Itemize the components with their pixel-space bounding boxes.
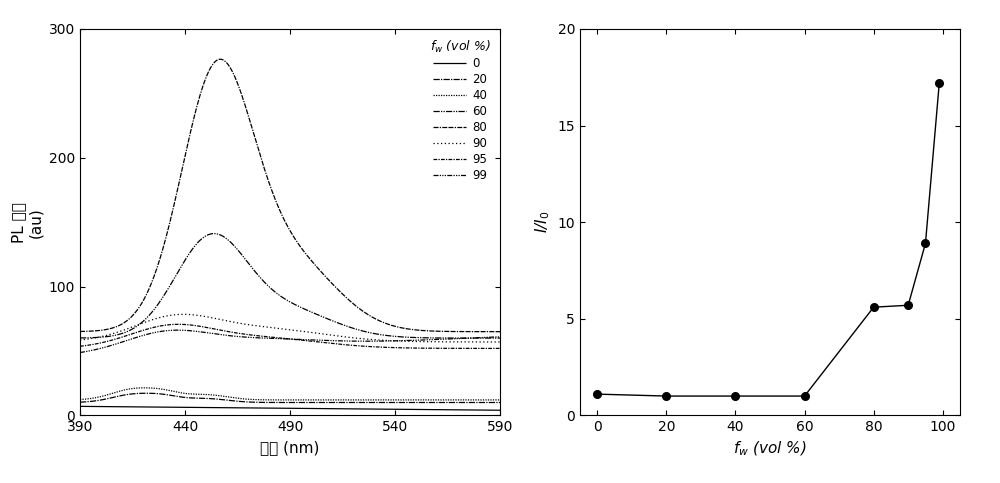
20 (74, 399, 86, 405)
80 (148, 273, 160, 279)
0 (354, 406, 366, 412)
95 (322, 340, 334, 346)
40 (392, 397, 404, 403)
0 (264, 405, 276, 411)
90 (148, 316, 160, 322)
Line: 95: 95 (80, 324, 500, 348)
0 (74, 403, 86, 409)
0 (182, 404, 194, 410)
60 (208, 231, 220, 237)
99 (265, 336, 277, 341)
20 (183, 395, 195, 401)
99 (74, 350, 86, 355)
60 (494, 335, 506, 341)
0 (390, 406, 402, 412)
95 (391, 345, 403, 351)
Y-axis label: $I$/$I_0$: $I$/$I_0$ (533, 211, 552, 233)
99 (322, 338, 334, 343)
95 (183, 322, 195, 327)
Line: 90: 90 (80, 314, 500, 342)
80 (494, 329, 506, 335)
40 (139, 385, 151, 391)
90 (265, 325, 277, 330)
90 (494, 339, 506, 345)
Legend: 0, 20, 40, 60, 80, 90, 95, 99: 0, 20, 40, 60, 80, 90, 95, 99 (426, 35, 494, 185)
80 (182, 140, 194, 146)
99 (494, 334, 506, 340)
80 (391, 324, 403, 330)
20 (322, 399, 334, 405)
40 (322, 397, 334, 403)
80 (322, 277, 334, 283)
80 (74, 328, 86, 334)
95 (265, 334, 277, 340)
X-axis label: $f_w$ (vol %): $f_w$ (vol %) (733, 440, 807, 458)
40 (378, 397, 390, 403)
20 (149, 391, 161, 397)
40 (183, 391, 195, 397)
20 (494, 399, 506, 405)
X-axis label: 波长 (nm): 波长 (nm) (260, 440, 320, 455)
60 (182, 253, 194, 258)
60 (148, 306, 160, 312)
Line: 60: 60 (80, 234, 500, 338)
0 (494, 407, 506, 413)
90 (178, 312, 190, 317)
60 (74, 335, 86, 341)
Line: 0: 0 (80, 406, 500, 410)
90 (74, 337, 86, 343)
Line: 80: 80 (80, 59, 500, 332)
60 (265, 285, 277, 291)
90 (183, 312, 195, 317)
60 (391, 334, 403, 340)
40 (265, 397, 277, 403)
20 (265, 399, 277, 405)
80 (355, 307, 367, 313)
Line: 40: 40 (80, 388, 500, 400)
40 (494, 397, 506, 403)
99 (391, 338, 403, 344)
99 (183, 327, 195, 333)
20 (378, 399, 390, 405)
80 (265, 185, 277, 190)
20 (355, 399, 367, 405)
40 (355, 397, 367, 403)
Y-axis label: PL 强度
(au): PL 强度 (au) (11, 202, 43, 242)
60 (322, 316, 334, 322)
80 (214, 57, 226, 62)
90 (322, 332, 334, 338)
20 (392, 399, 404, 405)
95 (172, 321, 184, 327)
40 (149, 385, 161, 391)
0 (148, 404, 160, 410)
0 (322, 406, 334, 412)
95 (494, 345, 506, 351)
90 (355, 336, 367, 341)
99 (171, 327, 183, 333)
20 (141, 390, 153, 396)
99 (148, 330, 160, 336)
95 (74, 343, 86, 349)
90 (391, 338, 403, 344)
60 (355, 327, 367, 333)
95 (148, 324, 160, 330)
40 (74, 397, 86, 402)
Line: 99: 99 (80, 330, 500, 353)
Line: 20: 20 (80, 393, 500, 402)
99 (355, 338, 367, 344)
95 (355, 343, 367, 349)
